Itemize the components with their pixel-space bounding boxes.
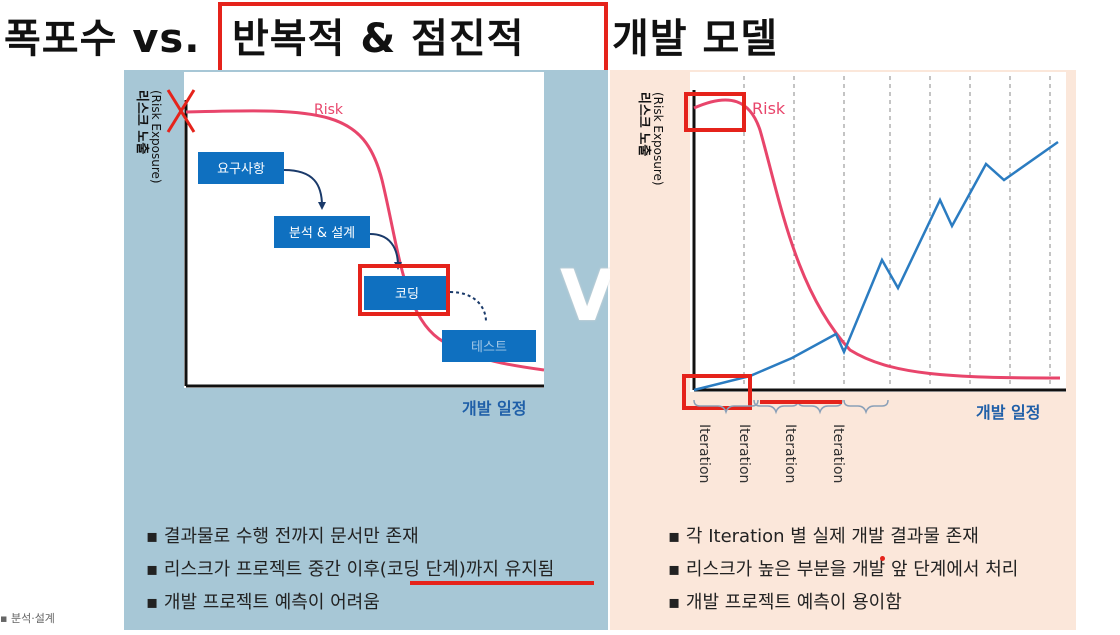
red-dot-mark <box>880 556 885 561</box>
stage-coding <box>364 276 450 310</box>
waterfall-bullets: ▪ 결과물로 수행 전까지 문서만 존재 ▪ 리스크가 프로젝트 중간 이후(코… <box>146 520 554 619</box>
iterative-x-label: 개발 일정 <box>976 403 1040 422</box>
first-iteration-highlight <box>682 374 752 410</box>
iterative-y-label: 리스크 노출 <box>636 92 652 156</box>
waterfall-bullet-1: ▪ 결과물로 수행 전까지 문서만 존재 <box>146 526 419 547</box>
progress-line <box>693 140 1059 392</box>
iteration-gridlines <box>743 76 1051 388</box>
waterfall-diagram: 리스크 노출 (Risk Exposure) Risk 요구사항 분석 & 설계… <box>134 72 545 418</box>
iteration-label-4: Iteration <box>830 424 846 483</box>
iterative-bullet-2: ▪ 리스크가 높은 부분을 개발 앞 단계에서 처리 <box>668 559 1019 580</box>
iterative-plot-area <box>690 72 1066 392</box>
title-part-waterfall: 폭포수 vs. <box>4 16 201 62</box>
stage-coding-label: 코딩 <box>395 287 419 302</box>
risk-start-highlight <box>684 92 746 132</box>
stage-testing <box>442 330 536 362</box>
footer-watermark: ▪ 분석·설계 <box>0 612 55 625</box>
iterative-panel: 리스크 노출 (Risk Exposure) Risk Iteration It… <box>610 70 1076 630</box>
title-part-model: 개발 모델 <box>612 16 779 62</box>
stage-analysis-design-label: 분석 & 설계 <box>289 226 355 241</box>
stage-requirements-label: 요구사항 <box>217 162 265 177</box>
waterfall-bullet-3: ▪ 개발 프로젝트 예측이 어려움 <box>146 592 380 613</box>
title-highlight-box <box>218 2 608 76</box>
iteration-label-3: Iteration <box>782 424 798 483</box>
iterative-bullets: ▪ 각 Iteration 별 실제 개발 결과물 존재 ▪ 리스크가 높은 부… <box>668 520 1018 619</box>
iterative-risk-label: Risk <box>752 99 786 118</box>
waterfall-y-label: 리스크 노출 <box>134 90 150 154</box>
waterfall-risk-label: Risk <box>314 102 344 118</box>
coding-highlight-box <box>358 264 450 316</box>
iterative-diagram: 리스크 노출 (Risk Exposure) Risk Iteration It… <box>636 72 1066 483</box>
stage-requirements <box>198 152 284 184</box>
iteration-label-2: Iteration <box>736 424 752 483</box>
waterfall-bullet-2: ▪ 리스크가 프로젝트 중간 이후(코딩 단계)까지 유지됨 <box>146 559 555 580</box>
iterative-y-sublabel: (Risk Exposure) <box>651 92 665 186</box>
iterative-bullet-1: ▪ 각 Iteration 별 실제 개발 결과물 존재 <box>668 526 979 547</box>
iterative-risk-curve <box>693 98 1061 380</box>
waterfall-panel: 리스크 노출 (Risk Exposure) Risk 요구사항 분석 & 설계… <box>124 70 608 630</box>
iteration-braces <box>693 399 889 415</box>
title-part-iterative: 반복적 & 점진적 <box>232 16 525 62</box>
waterfall-x-label: 개발 일정 <box>462 399 526 418</box>
slide-title: 폭포수 vs. 반복적 & 점진적 개발 모델 <box>0 0 1120 76</box>
waterfall-y-sublabel: (Risk Exposure) <box>149 90 163 184</box>
iterative-bullet-3: ▪ 개발 프로젝트 예측이 용이함 <box>668 592 902 613</box>
iteration-label-1: Iteration <box>696 424 712 483</box>
stage-testing-label: 테스트 <box>471 340 507 355</box>
coding-underline <box>410 581 594 585</box>
stage-analysis-design <box>274 216 370 248</box>
